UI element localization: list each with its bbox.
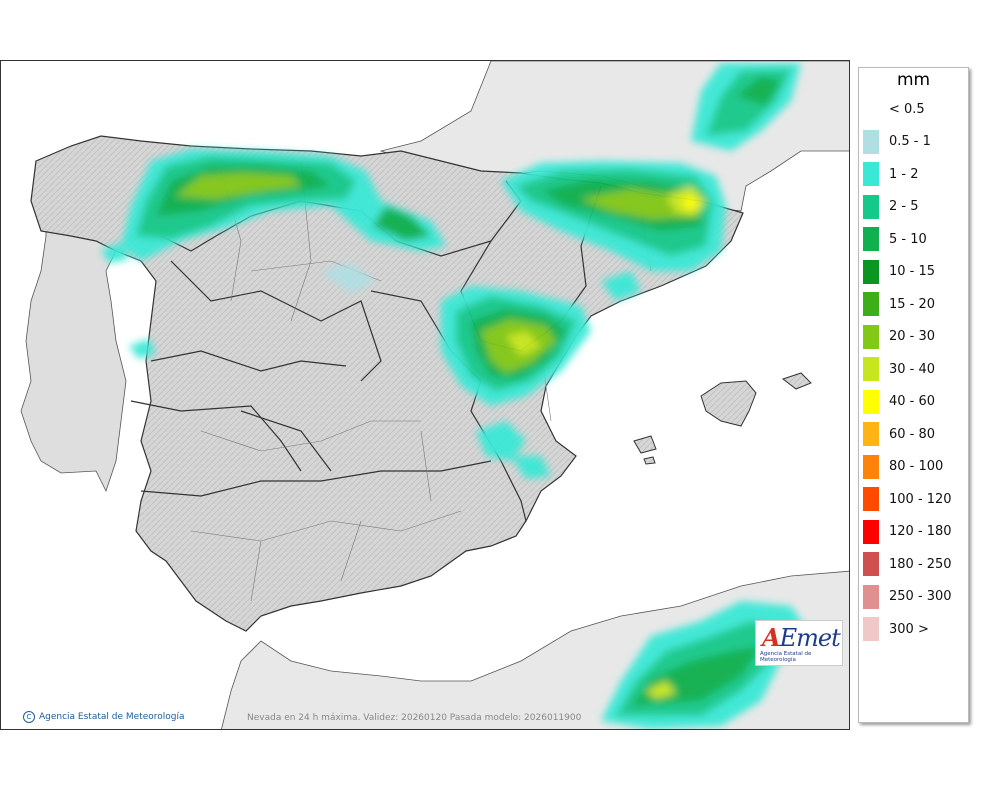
legend-swatch bbox=[863, 454, 879, 479]
mallorca bbox=[700, 380, 757, 427]
legend-label: 15 - 20 bbox=[889, 296, 936, 312]
legend-swatch bbox=[863, 389, 879, 414]
legend-item: 250 - 300 bbox=[863, 584, 952, 609]
legend-swatch bbox=[863, 519, 879, 544]
legend-swatch bbox=[863, 129, 879, 154]
legend-item: 40 - 60 bbox=[863, 389, 936, 414]
legend-label: 120 - 180 bbox=[889, 524, 952, 539]
legend-item: 15 - 20 bbox=[863, 292, 935, 316]
legend-item: 30 - 40 bbox=[863, 357, 935, 381]
legend-label: 300 > bbox=[889, 621, 929, 637]
legend-title: mm bbox=[896, 70, 931, 90]
legend-item: 100 - 120 bbox=[863, 487, 952, 511]
legend-item: 20 - 30 bbox=[863, 324, 936, 349]
legend-label: 40 - 60 bbox=[889, 394, 936, 409]
legend-item: 0.5 - 1 bbox=[863, 129, 931, 154]
legend-label: 5 - 10 bbox=[889, 231, 927, 247]
ibiza bbox=[633, 435, 657, 454]
legend-label: 100 - 120 bbox=[889, 491, 952, 507]
legend-swatch bbox=[863, 259, 879, 284]
legend-item: < 0.5 bbox=[863, 97, 925, 121]
legend-swatch bbox=[863, 292, 879, 316]
legend-label: 60 - 80 bbox=[889, 426, 936, 442]
legend-label: < 0.5 bbox=[889, 101, 925, 117]
legend-swatch bbox=[863, 617, 879, 641]
legend-swatch bbox=[863, 324, 879, 349]
legend-label: 80 - 100 bbox=[889, 459, 944, 474]
legend-label: 0.5 - 1 bbox=[889, 134, 931, 149]
copyright-icon: C bbox=[23, 711, 35, 723]
legend-label: 10 - 15 bbox=[889, 264, 936, 279]
snowfall-map bbox=[20, 61, 849, 729]
credit-text: C Agencia Estatal de Meteorología bbox=[23, 711, 185, 723]
legend-swatch bbox=[863, 194, 879, 219]
legend-panel: mm < 0.5 0.5 - 1 1 - 2 2 - 5 5 - 10 10 - 15 15… bbox=[858, 67, 969, 723]
legend-item: 180 - 250 bbox=[863, 552, 952, 576]
legend-item: 60 - 80 bbox=[863, 422, 935, 446]
credit-label: Agencia Estatal de Meteorología bbox=[39, 712, 185, 722]
legend-swatch bbox=[863, 584, 879, 609]
legend-label: 250 - 300 bbox=[889, 589, 952, 604]
legend-swatch bbox=[863, 487, 879, 511]
legend-label: 1 - 2 bbox=[889, 166, 919, 182]
legend-swatch bbox=[863, 357, 879, 381]
aemet-logo: AEmet Agencia Estatal de Meteorología bbox=[755, 620, 843, 666]
map-caption: Nevada en 24 h máxima. Validez: 20260120… bbox=[247, 713, 582, 723]
legend-swatch bbox=[863, 162, 879, 186]
legend-item: 2 - 5 bbox=[863, 194, 919, 219]
legend-swatch bbox=[863, 227, 879, 251]
legend-label: 30 - 40 bbox=[889, 361, 936, 377]
legend-item: 300 > bbox=[863, 617, 929, 641]
legend-label: 2 - 5 bbox=[889, 199, 919, 214]
legend-item: 120 - 180 bbox=[863, 519, 952, 544]
legend-label: 180 - 250 bbox=[889, 556, 952, 572]
legend-item: 10 - 15 bbox=[863, 259, 936, 284]
map-panel: C Agencia Estatal de Meteorología Nevada… bbox=[0, 60, 850, 730]
legend-label: 20 - 30 bbox=[889, 329, 936, 344]
aemet-logo-subtitle: Agencia Estatal de Meteorología bbox=[760, 651, 812, 663]
legend-swatch bbox=[863, 552, 879, 576]
aemet-logo-mark: AEmet bbox=[762, 623, 841, 652]
legend-item: 5 - 10 bbox=[863, 227, 927, 251]
menorca bbox=[781, 372, 812, 390]
legend-swatch bbox=[863, 97, 879, 121]
legend-item: 80 - 100 bbox=[863, 454, 944, 479]
legend-swatch bbox=[863, 422, 879, 446]
formentera bbox=[643, 456, 656, 465]
legend-item: 1 - 2 bbox=[863, 162, 919, 186]
